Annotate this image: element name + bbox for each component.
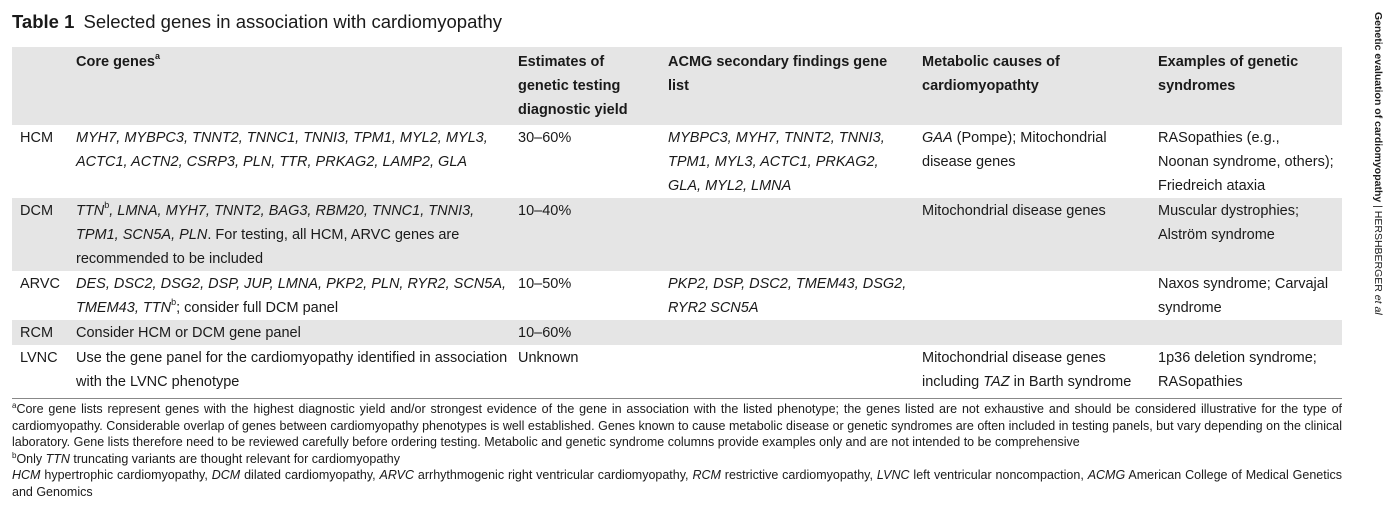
abbr-definition: restrictive cardiomyopathy, <box>720 468 877 482</box>
footnote-a-marker: a <box>154 51 160 61</box>
cell-yield: 10–40% <box>516 198 666 271</box>
cell-disease: ARVC <box>20 276 61 292</box>
cell-core-genes: Use the gene panel for the cardiomyopath… <box>76 350 508 390</box>
table-row: HCM MYH7, MYBPC3, TNNT2, TNNC1, TNNI3, T… <box>12 125 1342 198</box>
cell-metabolic <box>920 320 1156 345</box>
table-figure: Table 1 Selected genes in association wi… <box>12 10 1342 500</box>
gene-name: GAA <box>922 130 953 146</box>
cell-syndromes <box>1156 320 1342 345</box>
running-head-separator: | <box>1372 202 1384 211</box>
cell-yield: 10–60% <box>516 320 666 345</box>
running-head-title: Genetic evaluation of cardiomyopathy <box>1372 12 1384 203</box>
table-row: LVNC Use the gene panel for the cardiomy… <box>12 345 1342 394</box>
running-head-etal: et al <box>1372 291 1384 315</box>
gene-list: DES, DSC2, DSG2, DSP, JUP, LMNA, PKP2, P… <box>76 276 507 316</box>
abbr-definition: American College of Medical Genetics and… <box>12 468 1342 499</box>
cell-metabolic <box>920 271 1156 320</box>
cell-metabolic: GAA (Pompe); Mitochondrial disease genes <box>920 125 1156 198</box>
cell-disease: LVNC <box>20 350 58 366</box>
cell-core-genes: Consider HCM or DCM gene panel <box>74 320 516 345</box>
abbr-term: RCM <box>692 468 721 482</box>
footnote-b-gene: TTN <box>45 451 70 466</box>
header-metabolic: Metabolic causes of cardiomyopathty <box>920 47 1156 125</box>
core-genes-note: ; consider full DCM panel <box>176 300 339 316</box>
table-header-row: Core genesa Estimates of genetic testing… <box>12 47 1342 125</box>
cell-yield: 10–50% <box>518 276 572 292</box>
gene-list: TTN <box>76 203 105 219</box>
footnote-b-pre: Only <box>16 451 46 466</box>
cell-yield: Unknown <box>518 350 579 366</box>
cell-acmg: PKP2, DSP, DSC2, TMEM43, DSG2, RYR2 SCN5… <box>668 276 907 316</box>
abbr-term: ACMG <box>1087 468 1126 482</box>
footnote-a-text: Core gene lists represent genes with the… <box>12 402 1342 449</box>
cell-core-genes: MYH7, MYBPC3, TNNT2, TNNC1, TNNI3, TPM1,… <box>76 130 488 170</box>
core-genes-note: . For testing, all HCM, ARVC genes are r… <box>76 227 460 267</box>
cell-syndromes: Muscular dystrophies; Alström syndrome <box>1156 198 1342 271</box>
cell-metabolic: Mitochondrial disease genes including TA… <box>920 345 1156 394</box>
abbr-term: DCM <box>211 468 241 482</box>
footnote-a: aCore gene lists represent genes with th… <box>12 401 1342 451</box>
cell-syndromes: Naxos syndrome; Carvajal syndrome <box>1158 276 1329 316</box>
header-acmg: ACMG secondary findings gene list <box>666 47 920 125</box>
abbr-definition: left ventricular noncompaction, <box>909 468 1088 482</box>
header-core-genes-text: Core genes <box>76 54 155 70</box>
cell-syndromes: RASopathies (e.g., Noonan syndrome, othe… <box>1158 130 1334 194</box>
cell-core-genes: DES, DSC2, DSG2, DSP, JUP, LMNA, PKP2, P… <box>74 271 516 320</box>
gene-list: , LMNA, MYH7, TNNT2, BAG3, RBM20, TNNC1,… <box>76 203 475 243</box>
running-head: Genetic evaluation of cardiomyopathy | H… <box>1366 12 1386 352</box>
cell-syndromes: 1p36 deletion syndrome; RASopathies <box>1158 350 1317 390</box>
cell-acmg <box>666 320 920 345</box>
table-row: ARVC DES, DSC2, DSG2, DSP, JUP, LMNA, PK… <box>12 271 1342 320</box>
cell-acmg: MYBPC3, MYH7, TNNT2, TNNI3, TPM1, MYL3, … <box>668 130 885 194</box>
table-caption: Table 1 Selected genes in association wi… <box>12 10 1342 34</box>
footnote-b-mark: b <box>12 450 17 460</box>
header-disease <box>12 47 74 125</box>
cell-yield: 30–60% <box>518 130 572 146</box>
table-footnotes: aCore gene lists represent genes with th… <box>12 398 1342 500</box>
cell-acmg <box>666 345 920 394</box>
footnote-b-marker: b <box>171 297 177 307</box>
cell-disease: RCM <box>12 320 74 345</box>
footnote-b-post: truncating variants are thought relevant… <box>69 451 400 466</box>
abbr-definition: hypertrophic cardiomyopathy, <box>40 468 212 482</box>
abbr-definition: dilated cardiomyopathy, <box>240 468 380 482</box>
abbreviations: HCM hypertrophic cardiomyopathy, DCM dil… <box>12 467 1342 500</box>
header-core-genes: Core genesa <box>74 47 516 125</box>
cell-core-genes: TTNb, LMNA, MYH7, TNNT2, BAG3, RBM20, TN… <box>74 198 516 271</box>
footnote-a-mark: a <box>12 401 17 410</box>
metabolic-text: Mitochondrial disease genes including <box>922 350 1106 390</box>
metabolic-text: in Barth syndrome <box>1009 374 1132 390</box>
table-row: RCM Consider HCM or DCM gene panel 10–60… <box>12 320 1342 345</box>
table-number: Table 1 <box>12 11 75 32</box>
table-row: DCM TTNb, LMNA, MYH7, TNNT2, BAG3, RBM20… <box>12 198 1342 271</box>
gene-name: TAZ <box>983 374 1010 390</box>
footnote-b-marker: b <box>104 200 110 210</box>
abbr-term: ARVC <box>379 468 415 482</box>
cell-metabolic: Mitochondrial disease genes <box>920 198 1156 271</box>
table-title: Selected genes in association with cardi… <box>83 11 503 32</box>
cell-disease: HCM <box>20 130 54 146</box>
header-syndromes: Examples of genetic syndromes <box>1156 47 1342 125</box>
abbr-definition: arrhythmogenic right ventricular cardiom… <box>414 468 693 482</box>
header-diagnostic-yield: Estimates of genetic testing diagnostic … <box>516 47 666 125</box>
metabolic-text: (Pompe); Mitochondrial disease genes <box>922 130 1107 170</box>
running-head-author: HERSHBERGER <box>1372 210 1384 292</box>
abbr-term: HCM <box>12 468 41 482</box>
cell-acmg <box>666 198 920 271</box>
footnote-b: bOnly TTN truncating variants are though… <box>12 451 1342 468</box>
abbr-term: LVNC <box>876 468 910 482</box>
cell-disease: DCM <box>12 198 74 271</box>
gene-table: Core genesa Estimates of genetic testing… <box>12 47 1342 394</box>
